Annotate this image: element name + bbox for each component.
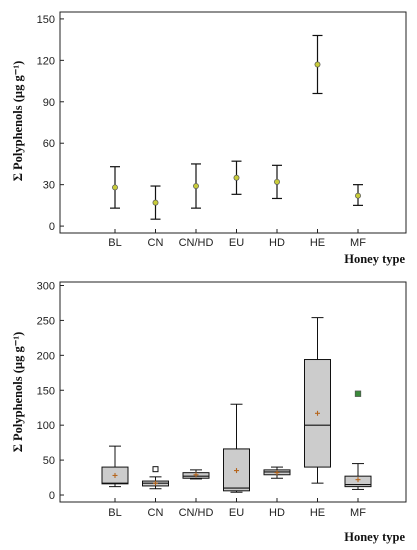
y-tick-label: 300	[37, 280, 55, 292]
x-tick-label: BL	[108, 507, 121, 519]
mean-marker	[112, 184, 118, 191]
mean-marker	[314, 61, 321, 68]
y-tick-label: 200	[37, 350, 55, 362]
series-marks	[110, 34, 363, 220]
y-tick-label: 0	[49, 490, 55, 502]
box-plot-chart: 0 50 100 150 200 250 300 BL CN CN/HD EU HD HE MF Σ P…	[11, 280, 407, 544]
y-tick-label: 150	[37, 14, 55, 26]
y-tick-label: 30	[43, 180, 55, 192]
x-axis-ticks: BL CN CN/HD EU HD HE MF	[108, 498, 366, 519]
y-tick-label: 90	[43, 97, 55, 109]
x-tick-label: HE	[310, 507, 325, 519]
y-tick-label: 0	[49, 221, 55, 233]
outlier-marker	[354, 390, 362, 397]
x-tick-label: MF	[350, 507, 366, 519]
x-tick-label: BL	[108, 237, 121, 249]
x-tick-label: CN/HD	[179, 237, 214, 249]
x-tick-label: EU	[229, 237, 244, 249]
y-axis-title: Σ Polyphenols (µg g⁻¹)	[11, 61, 25, 182]
x-axis-title: Honey type	[344, 252, 405, 266]
plot-frame	[59, 11, 407, 234]
plot-frame	[59, 281, 407, 503]
mean-marker	[193, 183, 199, 189]
y-tick-label: 250	[37, 315, 55, 327]
x-tick-label: HE	[310, 237, 325, 249]
x-axis-ticks: BL CN CN/HD EU HD HE MF	[108, 229, 366, 249]
mean-marker	[274, 178, 280, 185]
y-axis-ticks: 0 50 100 150 200 250 300	[37, 280, 64, 502]
x-tick-label: EU	[229, 507, 244, 519]
y-tick-label: 60	[43, 138, 55, 150]
y-axis-title: Σ Polyphenols (µg g⁻¹)	[11, 332, 25, 453]
x-tick-label: CN	[148, 237, 164, 249]
x-tick-label: CN/HD	[179, 507, 214, 519]
x-tick-label: HD	[269, 507, 285, 519]
x-tick-label: MF	[350, 237, 366, 249]
mean-marker	[152, 199, 159, 206]
mean-marker	[355, 192, 361, 199]
y-tick-label: 50	[43, 455, 55, 467]
x-tick-label: CN	[148, 507, 164, 519]
y-tick-label: 100	[37, 420, 55, 432]
error-bar-chart: 0 30 60 90 120 150 BL CN CN/HD EU HD HE MF Σ Polyph…	[11, 11, 407, 266]
x-axis-title: Honey type	[344, 530, 405, 544]
x-tick-label: HD	[269, 237, 285, 249]
y-tick-label: 150	[37, 385, 55, 397]
series-marks	[101, 317, 372, 493]
mean-marker	[233, 174, 240, 181]
outlier-marker	[152, 466, 159, 473]
y-tick-label: 120	[37, 55, 55, 67]
y-axis-ticks: 0 30 60 90 120 150	[37, 14, 64, 233]
